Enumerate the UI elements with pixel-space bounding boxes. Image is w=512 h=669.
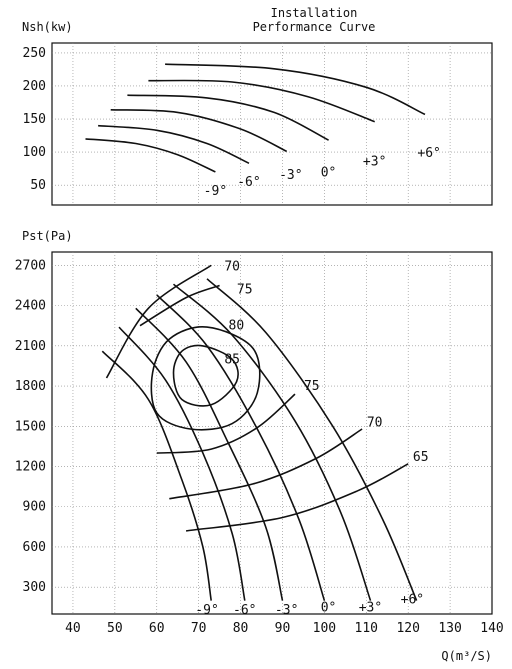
curve-label: -9°: [204, 184, 227, 199]
power-curve: [148, 79, 375, 123]
x-tick-label: 110: [355, 621, 378, 636]
efficiency-contour: [105, 264, 212, 379]
power-curve: [98, 124, 250, 165]
curve-label: 85: [224, 352, 240, 367]
y-axis-label: Nsh(kw): [22, 20, 73, 34]
header-line1: Installation: [271, 6, 358, 20]
x-tick-label: 90: [275, 621, 291, 636]
curve-label: 75: [304, 379, 320, 394]
y-tick-label: 1500: [15, 419, 46, 434]
curve-label: +3°: [359, 600, 382, 615]
curve-label: +6°: [417, 146, 440, 161]
x-tick-label: 80: [233, 621, 249, 636]
blade-angle-curve: [101, 350, 212, 601]
y-tick-label: 1200: [15, 460, 46, 475]
curve-label: -3°: [275, 603, 298, 618]
y-tick-label: 200: [23, 79, 46, 94]
x-tick-label: 120: [396, 621, 419, 636]
x-tick-label: 100: [313, 621, 336, 636]
y-tick-label: 2400: [15, 299, 46, 314]
efficiency-contour: [169, 428, 363, 500]
x-tick-label: 70: [191, 621, 207, 636]
y-tick-label: 150: [23, 112, 46, 127]
x-tick-label: 60: [149, 621, 165, 636]
power-curve: [127, 94, 329, 141]
y-tick-label: 2700: [15, 258, 46, 273]
y-tick-label: 2100: [15, 339, 46, 354]
efficiency-contour: [139, 284, 220, 327]
curve-label: 70: [224, 260, 240, 275]
x-tick-label: 140: [480, 621, 503, 636]
curve-label: -6°: [233, 603, 256, 618]
header-line2: Performance Curve: [253, 20, 376, 34]
curve-label: 0°: [321, 166, 337, 181]
efficiency-contour: [150, 326, 261, 431]
efficiency-contour: [156, 393, 296, 454]
y-tick-label: 600: [23, 540, 46, 555]
x-axis-label: Q(m³/S): [441, 649, 492, 663]
curve-label: +3°: [363, 154, 386, 169]
y-tick-label: 300: [23, 580, 46, 595]
plot-frame: [51, 251, 493, 615]
y-tick-label: 1800: [15, 379, 46, 394]
y-axis-label: Pst(Pa): [22, 229, 73, 243]
power-curve: [85, 138, 216, 173]
curve-label: 65: [413, 450, 429, 465]
curve-label: -6°: [237, 175, 260, 190]
power-curve: [165, 63, 426, 116]
y-tick-label: 50: [30, 178, 46, 193]
pressure-chart: Pst(Pa) 40 50 60 70 80 90 100 110 120 130 140 300 600…: [15, 229, 504, 663]
x-tick-label: 130: [438, 621, 461, 636]
plot-frame: [51, 42, 493, 206]
blade-angle-curve: [206, 278, 418, 601]
y-tick-label: 100: [23, 145, 46, 160]
blade-angle-curve: [118, 326, 246, 601]
efficiency-contour: [185, 463, 409, 532]
blade-angle-curve: [156, 294, 326, 601]
curve-label: +6°: [401, 592, 424, 607]
curve-label: 80: [229, 319, 245, 334]
curve-label: -3°: [279, 168, 302, 183]
x-tick-label: 40: [65, 621, 81, 636]
curve-label: 75: [237, 283, 253, 298]
curve-label: 0°: [321, 600, 337, 615]
y-tick-label: 250: [23, 46, 46, 61]
power-chart: Nsh(kw) 50 100 150 200 250 -9° -6° -3° 0° +3° +6°: [22, 20, 493, 206]
power-curve: [110, 109, 288, 153]
x-tick-label: 50: [107, 621, 123, 636]
y-tick-label: 900: [23, 500, 46, 515]
curve-label: -9°: [195, 603, 218, 618]
blade-angle-curve: [172, 283, 372, 601]
curve-label: 70: [367, 415, 383, 430]
efficiency-contour: [172, 344, 239, 407]
blade-angle-curve: [135, 307, 284, 601]
